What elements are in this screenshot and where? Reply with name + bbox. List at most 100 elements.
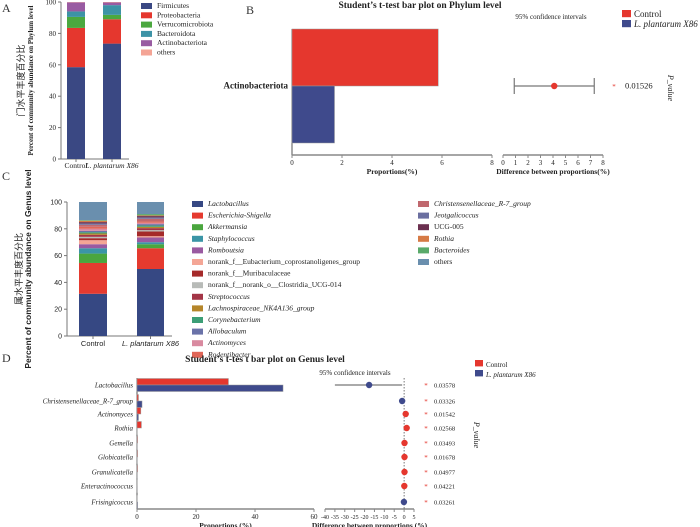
diff-x-tick-label: -15 [370, 515, 378, 521]
bar-segment-rothia [137, 215, 164, 217]
difference-point [401, 453, 408, 461]
legend-label: Actinomyces [207, 338, 246, 347]
legend-label: Bacteroidota [157, 29, 196, 38]
p-value: 0.01526 [625, 81, 653, 91]
bar-segment-actinomyces [137, 222, 164, 225]
diff-x-tick-label: -30 [341, 515, 349, 521]
difference-point [401, 439, 408, 447]
legend-label: Actinobacteriota [157, 38, 208, 47]
category-label: Actinomyces [97, 411, 134, 419]
p-value: 0.04221 [434, 484, 455, 491]
x-tick-label: 0 [290, 159, 294, 167]
bar-l-plantarum [136, 501, 138, 509]
bar-segment-verrucomicrobiota [67, 16, 85, 28]
y-axis-label: Percent of community abundance on Phylum… [27, 5, 35, 155]
legend-label: Control [486, 361, 507, 369]
difference-point [401, 468, 408, 476]
bar-control [291, 28, 439, 87]
diff-x-tick-label: 6 [576, 159, 580, 167]
bar-segment-norank-f-muribaculaceae [79, 238, 107, 241]
legend-label: Escherichia-Shigella [207, 211, 271, 220]
category-label: Frisingicoccus [90, 499, 133, 507]
y-tick-label: 60 [49, 61, 57, 69]
legend-label: Streptococcus [208, 292, 250, 301]
legend-label: L. plantarum X86 [633, 19, 698, 29]
panel-label: B [246, 3, 254, 17]
legend-label: Rothia [433, 234, 454, 243]
bar-segment-rodentibacter [79, 226, 107, 229]
bar-segment-norank-f-norank-o-clostridia-ucg-014 [79, 236, 107, 239]
legend-swatch [141, 21, 152, 28]
y-tick-label: 40 [54, 280, 62, 287]
p-value: 0.03326 [434, 399, 456, 406]
significance-star: * [612, 83, 616, 91]
bar-segment-allobaculum [137, 224, 164, 226]
diff-x-tick-label: 0 [501, 159, 505, 167]
panel-label: A [2, 1, 11, 15]
x-tick-label: L. plantarum X86 [84, 161, 138, 170]
legend-label: Verrucomicrobiota [157, 20, 214, 29]
bar-segment-christensenellaceae-r-7-group [79, 224, 107, 227]
legend-swatch [475, 370, 483, 377]
legend-swatch [418, 259, 429, 265]
bar-segment-streptococcus [79, 234, 107, 237]
legend-swatch [418, 201, 429, 207]
legend-label: L. plantarum X86 [485, 371, 536, 379]
x-axis-label: Proportions(%) [367, 167, 418, 176]
category-label: Actinobacteriota [224, 81, 289, 91]
legend-label: others [157, 48, 175, 57]
diff-x-tick-label: 8 [601, 159, 605, 167]
diff-x-tick-label: -40 [321, 515, 329, 521]
y-tick-label: 20 [49, 124, 57, 132]
bar-segment-rothia [79, 220, 107, 223]
bar-segment-actinobacteriota [103, 2, 121, 6]
diff-x-tick-label: 5 [564, 159, 568, 167]
bar-segment-akkermansia [137, 244, 164, 249]
diff-x-tick-label: 3 [539, 159, 543, 167]
bar-segment-lactobacillus [137, 269, 164, 336]
difference-point [400, 498, 408, 506]
difference-point [398, 397, 406, 405]
legend-swatch [192, 224, 203, 231]
x-tick-label: 8 [490, 159, 494, 167]
confidence-interval-label: 95% confidence intervals [319, 369, 390, 377]
legend-label: Akkermansia [207, 222, 247, 231]
difference-point [551, 82, 558, 90]
y-tick-label: 60 [54, 253, 62, 260]
x-tick-label: Control [81, 339, 106, 348]
legend-label: Christensenellaceae_R-7_group [434, 199, 531, 208]
x-tick-label: 40 [252, 513, 260, 521]
legend-swatch [418, 247, 429, 254]
y-tick-label: 0 [58, 334, 62, 341]
x-tick-label: Control [65, 161, 88, 170]
diff-x-tick-label: 4 [551, 159, 555, 167]
significance-star: * [424, 411, 428, 419]
legend-label: Romboutsia [207, 245, 244, 254]
bar-segment-ucg-005 [137, 216, 164, 218]
legend-label: Rodentibacter [207, 350, 251, 359]
legend-swatch [141, 12, 152, 19]
difference-point [403, 424, 410, 432]
bar-segment-bacteroides [137, 214, 164, 216]
bar-control [136, 407, 142, 415]
category-label: Enteractinococcus [80, 483, 133, 491]
p-value-axis-label: P_value [666, 74, 675, 102]
significance-star: * [424, 425, 428, 433]
category-label: Christensenellaceae_R-7_group [43, 398, 134, 406]
bar-segment-staphylococcus [79, 248, 107, 254]
bar-segment-ucg-005 [79, 222, 107, 224]
legend-label: norank_f__norank_o__Clostridia_UCG-014 [208, 280, 342, 289]
y-tick-label: 80 [54, 226, 62, 233]
bar-segment-staphylococcus [137, 242, 164, 245]
bar-segment-bacteroidota [103, 5, 121, 15]
x-tick-label: 2 [340, 159, 344, 167]
legend-swatch [622, 20, 631, 28]
x-tick-label: 6 [440, 159, 444, 167]
diff-x-tick-label: -25 [351, 515, 359, 521]
bar-l-plantarum [136, 384, 284, 392]
bar-segment-allobaculum [79, 230, 107, 233]
legend-label: UCG-005 [434, 222, 464, 231]
difference-point [365, 381, 373, 389]
bar-segment-escherichia-shigella [137, 248, 164, 269]
bar-segment-romboutsia [79, 244, 107, 249]
